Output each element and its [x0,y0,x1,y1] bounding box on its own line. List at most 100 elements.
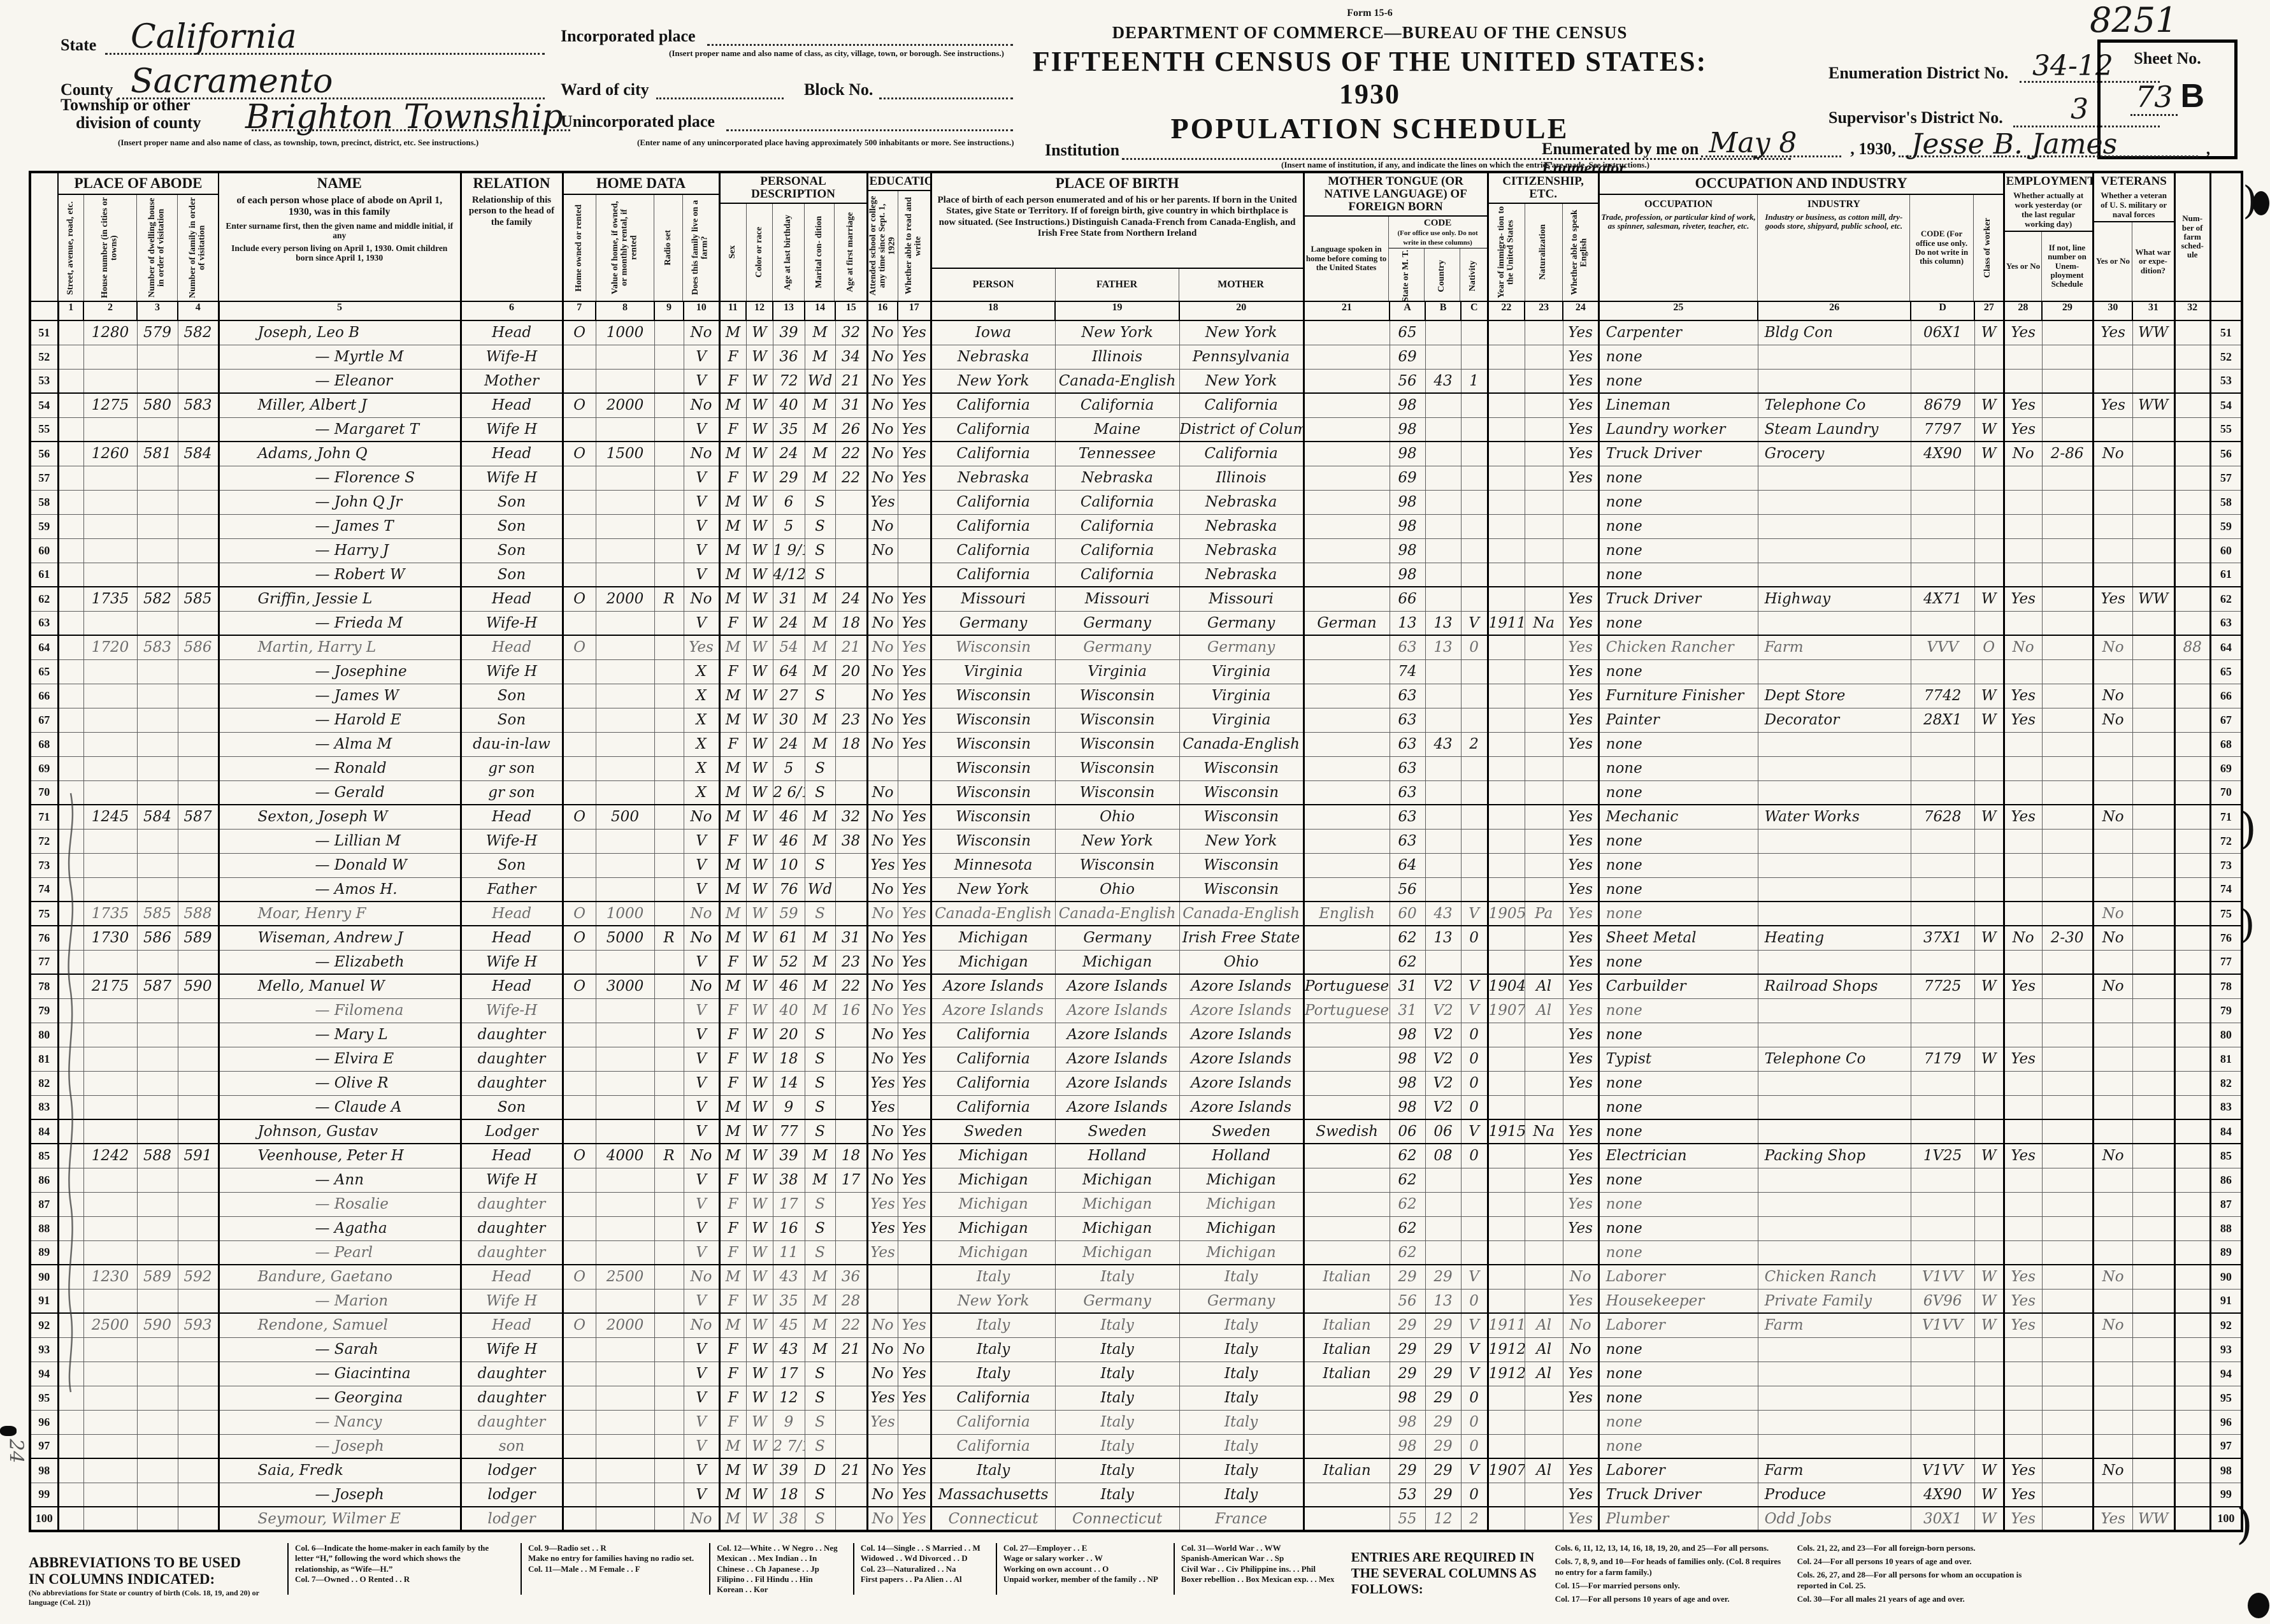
cell: Michigan [930,1216,1056,1241]
cell [2041,877,2094,902]
cell: Italy [1054,1482,1180,1507]
cell: California [930,417,1056,442]
cell: Yes [866,1095,898,1120]
cell: Michigan [930,949,1056,975]
cell: V [683,562,721,587]
cell [2132,683,2176,708]
cell [595,1240,655,1265]
column-number: 19 [1054,301,1181,321]
cell: 2-86 [2041,441,2094,466]
cell [595,1482,655,1507]
cell: Rendone, Samuel [218,1312,462,1338]
cell [1524,1046,1563,1072]
cell: X [683,659,721,684]
cell [2041,562,2094,587]
cell: 56 [1389,1288,1426,1314]
cell [136,1506,178,1532]
cell [1425,659,1462,684]
line-number: 52 [29,344,59,370]
header-center: Form 15-6 DEPARTMENT OF COMMERCE—BUREAU … [1032,8,1707,145]
cell: Nebraska [1179,514,1305,539]
cell: Wisconsin [930,635,1056,660]
cell: Yes [1562,1482,1600,1507]
table-row: 79— Filomena Wife-H V F W 40 M 16 No Yes Azore Isl… [29,998,2243,1023]
cell [562,1022,596,1047]
cell [595,610,655,636]
cell [1757,731,1911,757]
cell: V [683,417,721,442]
cell [1524,731,1563,757]
column-number: D [1910,301,1976,321]
cell: Joseph, Leo B [218,320,462,345]
cell [2092,562,2133,587]
cell [595,683,655,708]
cell: 0 [1460,1288,1489,1314]
cell [2041,1119,2094,1144]
cell: VVV [1910,635,1975,660]
cell [1910,852,1975,878]
table-row: 52— Myrtle M Wife-H V F W 36 M 34 No Yes Nebraska I… [29,344,2243,370]
cell [562,683,596,708]
cell: none [1598,1191,1758,1217]
cell [1524,828,1563,854]
cell: Chicken Rancher [1598,635,1758,660]
cell: 1915 [1487,1119,1525,1144]
cell: 1500 [595,441,655,466]
cell: No [683,441,721,466]
cell: M [719,562,747,587]
cell [1562,780,1600,805]
cell: Italian [1303,1312,1390,1338]
cell: Michigan [1179,1191,1305,1217]
cell: No [866,707,898,733]
cell: M [804,586,836,612]
group-occupation-industry: OCCUPATION AND INDUSTRY OCCUPATION Trade… [1598,171,2005,302]
cell: Son [460,1095,564,1120]
cell: Al [1524,974,1563,999]
cell: Yes [897,949,932,975]
cell: 590 [177,974,220,999]
cell [595,659,655,684]
cell: 16 [772,1216,805,1241]
table-row: 86— Ann Wife H V F W 38 M 17 No Yes Michigan Michig… [29,1167,2243,1193]
cell [1910,1361,1975,1386]
cell [562,731,596,757]
cell: Seymour, Wilmer E [218,1506,462,1532]
cell: 0 [1460,1046,1489,1072]
cell: California [1054,538,1180,563]
enumerator-name: Jesse B. James [1911,128,2118,161]
cell [2174,1288,2211,1314]
cell [2174,877,2211,902]
cell: W [1974,392,2005,418]
ward-label: Ward of city [561,80,649,99]
cell [1487,1070,1525,1096]
cell: V [683,1482,721,1507]
cell [1487,780,1525,805]
cell: W [745,925,773,951]
cell [2003,1385,2043,1411]
cell: Truck Driver [1598,1482,1758,1507]
cell [136,1288,178,1314]
cell: Nebraska [1179,562,1305,587]
line-number: 81 [2209,1046,2243,1072]
cell [1303,1143,1390,1168]
cell [177,562,220,587]
cell [835,1022,868,1047]
cell [1974,368,2005,394]
cell: 88 [2174,635,2211,660]
cell: 9 [772,1409,805,1435]
cell: Head [460,635,564,660]
cell: No [2092,683,2133,708]
cell: Wisconsin [1179,756,1305,781]
cell: V [683,465,721,491]
department-line: DEPARTMENT OF COMMERCE—BUREAU OF THE CEN… [1112,23,1628,42]
cell: Canada-English [1179,901,1305,926]
column-number: 21 [1303,301,1391,321]
cell: W [745,1458,773,1483]
line-number: 63 [29,610,59,636]
cell: Missouri [1054,586,1180,612]
line-number: 81 [29,1046,59,1072]
cell [57,489,84,515]
cell [835,1240,868,1265]
cell [654,877,684,902]
line-number: 99 [2209,1482,2243,1507]
